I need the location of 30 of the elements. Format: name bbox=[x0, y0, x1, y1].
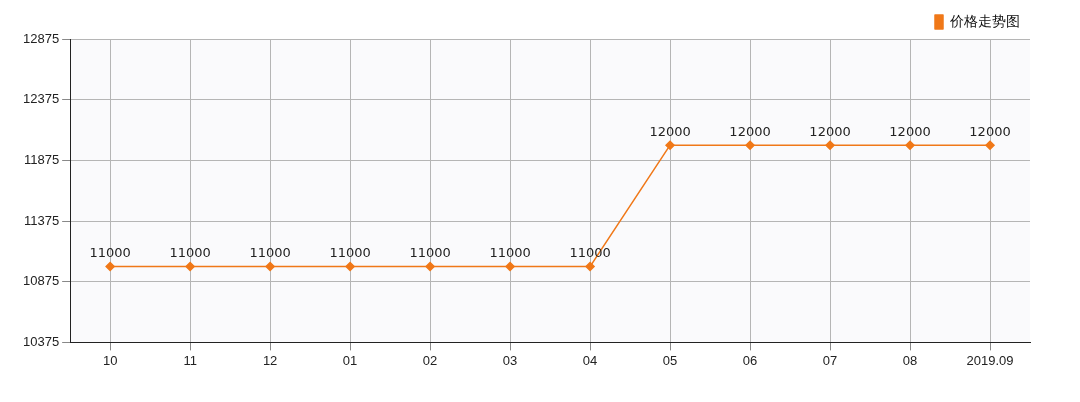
data-label: 11000 bbox=[489, 245, 531, 261]
y-tick-label: 11875 bbox=[23, 151, 60, 167]
data-label: 11000 bbox=[409, 245, 451, 261]
data-label: 12000 bbox=[649, 124, 691, 140]
y-tick-label: 10375 bbox=[22, 333, 60, 349]
data-label: 11000 bbox=[169, 245, 211, 261]
x-tick-label: 04 bbox=[582, 352, 598, 368]
y-tick-label: 12375 bbox=[22, 91, 60, 107]
data-label: 11000 bbox=[89, 245, 131, 261]
x-tick-label: 06 bbox=[742, 352, 758, 368]
x-tick-label: 2019.09 bbox=[966, 352, 1014, 368]
data-label: 12000 bbox=[729, 124, 771, 140]
x-tick-label: 08 bbox=[902, 352, 918, 368]
x-tick-label: 07 bbox=[822, 352, 838, 368]
x-tick-label: 11 bbox=[183, 352, 197, 368]
data-label: 12000 bbox=[969, 124, 1011, 140]
data-label: 12000 bbox=[889, 124, 931, 140]
legend-label: 价格走势图 bbox=[949, 12, 1020, 29]
y-tick-label: 11375 bbox=[23, 212, 60, 228]
x-tick-label: 05 bbox=[662, 352, 678, 368]
x-tick-label: 10 bbox=[102, 352, 118, 368]
x-tick-label: 12 bbox=[262, 352, 278, 368]
y-tick-label: 12875 bbox=[22, 30, 60, 46]
data-label: 11000 bbox=[329, 245, 371, 261]
x-tick-label: 03 bbox=[502, 352, 518, 368]
x-tick-label: 01 bbox=[342, 352, 358, 368]
data-label: 12000 bbox=[809, 124, 851, 140]
data-label: 11000 bbox=[249, 245, 291, 261]
y-tick-label: 10875 bbox=[22, 273, 60, 289]
x-tick-label: 02 bbox=[422, 352, 438, 368]
